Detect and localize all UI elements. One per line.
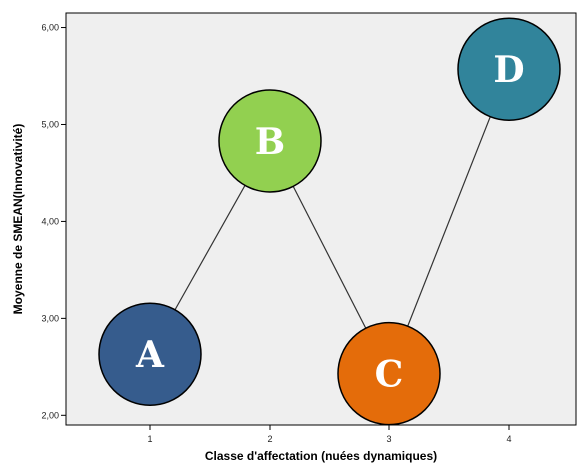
data-point-label: B bbox=[255, 121, 285, 163]
data-point-circle bbox=[98, 302, 202, 406]
y-tick-label: 6,00 bbox=[41, 23, 59, 33]
y-tick-label: 3,00 bbox=[41, 313, 59, 323]
data-points: A B C D bbox=[98, 17, 561, 426]
x-axis-ticks: 1 2 3 4 bbox=[147, 425, 512, 444]
x-tick-label: 2 bbox=[267, 434, 272, 444]
series-line-segment bbox=[388, 69, 510, 374]
data-point-circle bbox=[218, 89, 322, 193]
x-axis-title: Classe d'affectation (nuées dynamiques) bbox=[205, 449, 437, 463]
y-tick-label: 2,00 bbox=[41, 410, 59, 420]
data-point-c: C bbox=[337, 321, 441, 426]
data-point-label: D bbox=[493, 49, 524, 91]
y-axis-title: Moyenne de SMEAN(Innovativité) bbox=[11, 124, 25, 315]
data-point-circle bbox=[337, 321, 441, 426]
data-point-label: A bbox=[135, 334, 165, 376]
y-tick-label: 4,00 bbox=[41, 216, 59, 226]
data-point-b: B bbox=[218, 89, 322, 193]
x-tick-label: 3 bbox=[386, 434, 391, 444]
data-point-circle bbox=[457, 17, 561, 121]
data-point-a: A bbox=[98, 302, 202, 406]
y-tick-label: 5,00 bbox=[41, 119, 59, 129]
y-axis-ticks: 2,00 3,00 4,00 5,00 6,00 bbox=[41, 23, 66, 420]
x-tick-label: 4 bbox=[506, 434, 511, 444]
data-point-label: C bbox=[375, 354, 404, 396]
data-point-d: D bbox=[457, 17, 561, 121]
x-tick-label: 1 bbox=[147, 434, 152, 444]
